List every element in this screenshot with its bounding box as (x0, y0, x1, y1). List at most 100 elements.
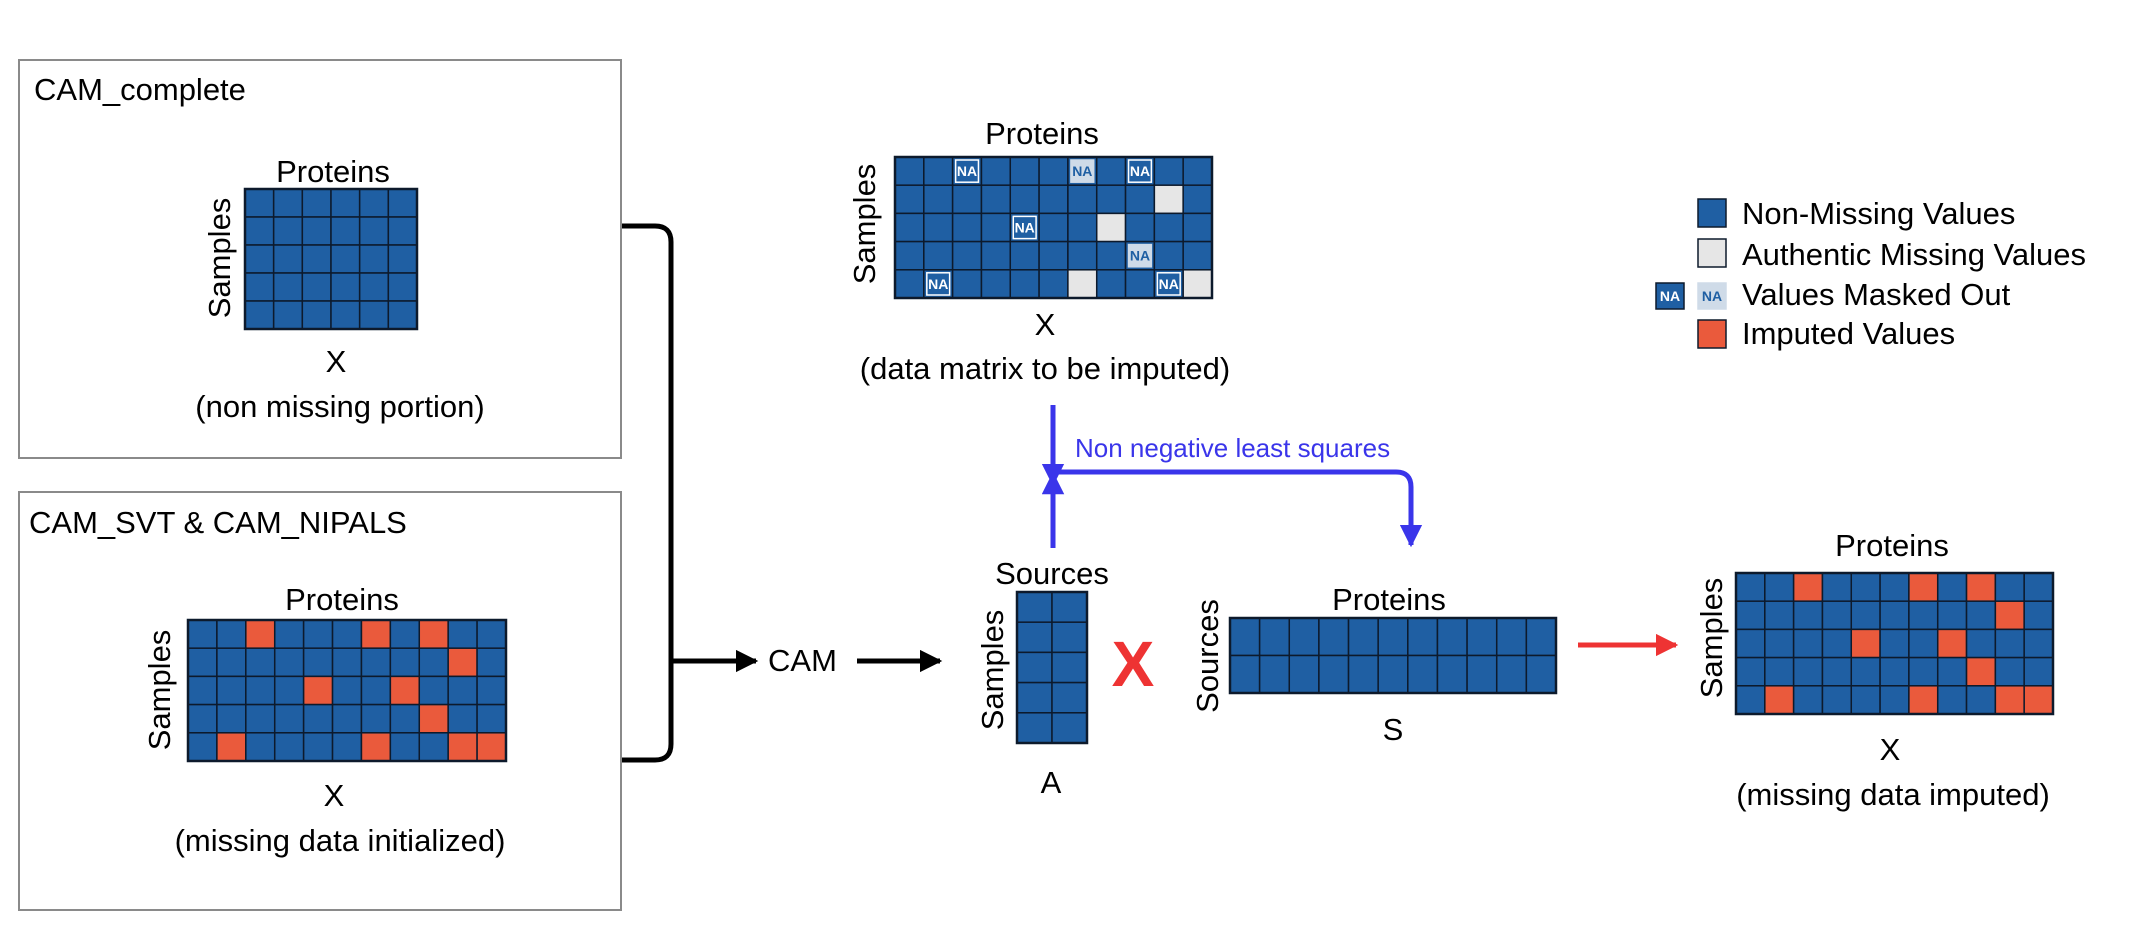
matrix-cell (244, 216, 275, 246)
matrix-cell (476, 647, 507, 678)
matrix-cell (1764, 572, 1795, 602)
complete-proteins-label: Proteins (276, 154, 390, 189)
matrix-cell (1965, 600, 1997, 631)
matrix-cell (1821, 600, 1853, 631)
matrix-cell (1051, 712, 1088, 744)
matrix-cell (1067, 269, 1098, 299)
init-x-label: X (324, 778, 345, 813)
matrix-cell (245, 619, 276, 649)
matrix-cell (951, 212, 983, 243)
matrix-cell (331, 647, 363, 678)
masked-na-text: NA (1072, 163, 1092, 179)
matrix-cell (245, 703, 276, 734)
matrix-cell (1067, 240, 1098, 271)
matrix-cell (1067, 212, 1098, 243)
matrix-cell (1067, 184, 1098, 215)
complete-panel-box (18, 59, 622, 459)
matrix-cell (951, 240, 983, 271)
matrix-cell (389, 675, 421, 706)
matrix-cell (1038, 156, 1069, 186)
matrix-cell (273, 619, 305, 649)
input-proteins-label: Proteins (985, 116, 1099, 151)
matrix-cell (360, 619, 392, 649)
matrix-cell (1038, 240, 1069, 271)
matrix-cell (1051, 681, 1088, 714)
matrix-cell (1965, 572, 1997, 602)
matrix-cell (1965, 656, 1997, 687)
matrix-cell (1965, 628, 1997, 659)
matrix-cell (1735, 685, 1766, 715)
matrix-cell (1994, 628, 2025, 659)
matrix-cell (2023, 656, 2054, 687)
matrix-cell (1792, 572, 1824, 602)
matrix-cell (302, 732, 334, 762)
legend-label-imputed: Imputed Values (1742, 316, 1955, 351)
matrix-cell (1525, 654, 1557, 694)
matrix-cell (1153, 212, 1184, 243)
matrix-cell (923, 184, 954, 215)
matrix-cell (1347, 654, 1379, 694)
matrix-cell (1051, 651, 1088, 684)
legend-na-light-text: NA (1702, 288, 1722, 304)
output-samples-label: Samples (1694, 578, 1729, 699)
matrix-cell (1850, 685, 1881, 715)
matrix-cell (1965, 685, 1997, 715)
matrix-cell (1009, 184, 1040, 215)
matrix-cell (387, 188, 418, 218)
matrix-cell (1377, 617, 1409, 657)
matrix-cell (272, 188, 304, 218)
legend-label-non-missing: Non-Missing Values (1742, 196, 2015, 231)
complete-samples-label: Samples (202, 198, 237, 319)
matrix-cell (273, 703, 305, 734)
init-matrix (186, 618, 508, 763)
matrix-cell (187, 619, 218, 649)
matrix-cell (1009, 269, 1040, 299)
masked-na-text: NA (1130, 163, 1150, 179)
matrix-cell (476, 619, 507, 649)
matrix-cell (360, 647, 392, 678)
matrix-cell (1153, 156, 1184, 186)
masked-na-text: NA (928, 276, 948, 292)
matrix-cell (330, 216, 361, 246)
matrix-cell (360, 675, 392, 706)
matrix-cell (980, 240, 1012, 271)
nnls-to-s-arrow (1053, 469, 1423, 548)
matrix-cell (418, 732, 449, 762)
matrix-cell (1051, 621, 1088, 654)
matrix-cell (272, 272, 304, 302)
matrix-cell (1764, 685, 1795, 715)
matrix-cell (1936, 628, 1968, 659)
complete-x-label: X (326, 344, 347, 379)
init-caption: (missing data initialized) (175, 823, 506, 858)
matrix-cell (1936, 685, 1968, 715)
masked-na-badge (1070, 159, 1095, 183)
matrix-cell (1407, 654, 1439, 694)
matrix-cell (1051, 591, 1088, 623)
matrix-cell (1124, 269, 1156, 299)
matrix-cell (1038, 184, 1069, 215)
matrix-cell (331, 675, 363, 706)
matrix-cell (387, 244, 418, 274)
matrix-cell (418, 675, 449, 706)
matrix-cell (216, 647, 247, 678)
matrix-cell (951, 269, 983, 299)
s-sources-label: Sources (1190, 599, 1225, 713)
matrix-cell (2023, 572, 2054, 602)
matrix-outline (186, 618, 508, 763)
legend-label-masked: Values Masked Out (1742, 277, 2011, 312)
matrix-cell (1347, 617, 1379, 657)
matrix-cell (1095, 240, 1127, 271)
matrix-cell (1182, 156, 1213, 186)
matrix-cell (1792, 600, 1824, 631)
matrix-cell (1879, 628, 1910, 659)
matrix-cell (1735, 656, 1766, 687)
legend-swatch-masked-light (1697, 282, 1727, 310)
matrix-cell (1908, 628, 1939, 659)
matrix-cell (1764, 628, 1795, 659)
matrix-cell (894, 184, 925, 215)
matrix-cell (187, 732, 218, 762)
init-panel-box (18, 491, 622, 911)
matrix-cell (923, 240, 954, 271)
matrix-cell (1936, 656, 1968, 687)
matrix-cell (447, 619, 478, 649)
